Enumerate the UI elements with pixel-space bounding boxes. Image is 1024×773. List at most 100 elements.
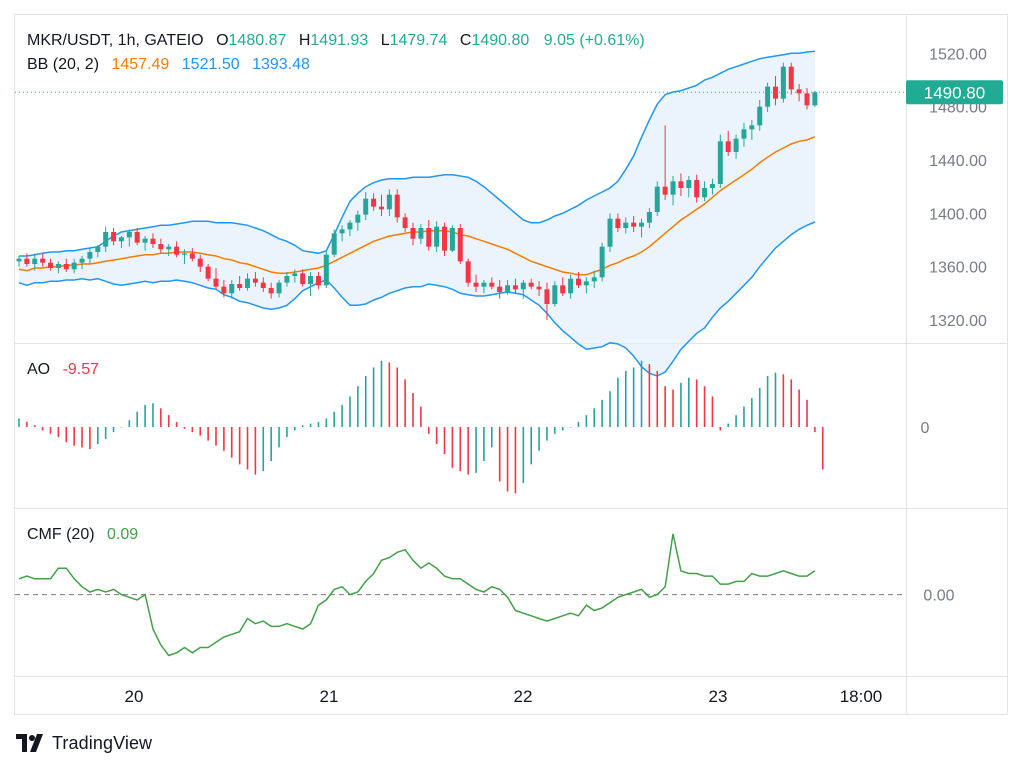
candle[interactable] <box>237 276 243 291</box>
candle-body[interactable] <box>646 212 652 223</box>
candle[interactable] <box>355 210 361 231</box>
ao-bar[interactable] <box>262 427 265 472</box>
candle-body[interactable] <box>512 285 518 290</box>
ao-bar[interactable] <box>317 421 320 427</box>
ao-bar[interactable] <box>65 427 68 443</box>
candle[interactable] <box>95 245 101 258</box>
ao-bar[interactable] <box>735 415 737 427</box>
candle-body[interactable] <box>363 198 369 215</box>
candle[interactable] <box>315 272 321 290</box>
ao-bar[interactable] <box>498 427 501 482</box>
ao-bar[interactable] <box>711 396 714 427</box>
candle[interactable] <box>166 244 172 256</box>
brand-name[interactable]: TradingView <box>52 732 153 753</box>
candle[interactable] <box>300 269 306 287</box>
candle-body[interactable] <box>591 277 597 282</box>
candle-body[interactable] <box>678 181 684 188</box>
candle[interactable] <box>308 272 314 296</box>
candle[interactable] <box>158 238 164 254</box>
candle[interactable] <box>804 88 810 110</box>
candle-body[interactable] <box>181 253 187 255</box>
candle[interactable] <box>134 228 140 246</box>
candle[interactable] <box>449 225 455 252</box>
candle[interactable] <box>371 193 377 211</box>
ao-bar[interactable] <box>223 427 225 451</box>
ao-bar[interactable] <box>167 415 170 427</box>
candle[interactable] <box>812 90 818 108</box>
candle[interactable] <box>457 224 463 264</box>
ao-bar[interactable] <box>695 379 698 427</box>
ao-bar[interactable] <box>719 427 722 431</box>
candle-body[interactable] <box>733 138 739 152</box>
candle[interactable] <box>426 220 432 251</box>
candle-body[interactable] <box>355 214 361 223</box>
ao-bar[interactable] <box>341 404 343 427</box>
tradingview-logo-icon[interactable] <box>16 734 46 752</box>
candle[interactable] <box>497 280 503 299</box>
candle-body[interactable] <box>134 232 140 243</box>
candle[interactable] <box>709 178 715 195</box>
candle[interactable] <box>481 280 487 294</box>
ao-bar[interactable] <box>554 427 556 434</box>
candle[interactable] <box>465 258 471 287</box>
candle-body[interactable] <box>111 232 117 242</box>
candle-body[interactable] <box>276 282 282 294</box>
candle-body[interactable] <box>654 186 660 212</box>
candle[interactable] <box>245 273 251 291</box>
ao-bar[interactable] <box>814 427 816 433</box>
ao-bar[interactable] <box>175 421 178 427</box>
candle[interactable] <box>662 125 668 200</box>
cmf-line[interactable] <box>18 533 816 657</box>
candle[interactable] <box>442 222 448 256</box>
candle-body[interactable] <box>812 92 818 106</box>
candle[interactable] <box>528 278 534 290</box>
candle-body[interactable] <box>87 252 93 259</box>
candle[interactable] <box>174 241 180 258</box>
candle-body[interactable] <box>765 86 771 107</box>
ao-bar[interactable] <box>782 374 785 427</box>
candle[interactable] <box>575 272 581 288</box>
ao-bar[interactable] <box>632 367 635 428</box>
ao-bar[interactable] <box>89 427 91 450</box>
ao-bar[interactable] <box>309 423 312 427</box>
candle-body[interactable] <box>315 276 321 286</box>
ao-bar[interactable] <box>364 376 367 427</box>
ao-bar[interactable] <box>680 382 682 427</box>
candle[interactable] <box>568 274 574 299</box>
candle-body[interactable] <box>497 286 503 292</box>
candle[interactable] <box>717 134 723 188</box>
candle-body[interactable] <box>150 238 156 244</box>
candle[interactable] <box>615 213 621 232</box>
ao-bar[interactable] <box>798 389 800 427</box>
ao-bar[interactable] <box>569 427 572 428</box>
ao-bar[interactable] <box>538 427 540 451</box>
candle[interactable] <box>686 176 692 198</box>
ao-bar[interactable] <box>57 427 60 438</box>
candle-body[interactable] <box>347 222 353 230</box>
candle[interactable] <box>434 221 440 252</box>
time-axis[interactable]: 20 21 22 23 18:00 <box>125 687 883 706</box>
candle[interactable] <box>599 242 605 282</box>
ao-bar[interactable] <box>743 406 745 427</box>
candle-body[interactable] <box>568 278 574 294</box>
candle-body[interactable] <box>260 282 266 288</box>
candle-body[interactable] <box>749 125 755 130</box>
ao-bar[interactable] <box>758 387 761 427</box>
candle[interactable] <box>733 134 739 159</box>
candle[interactable] <box>678 173 684 196</box>
candle-body[interactable] <box>709 184 715 188</box>
candle[interactable] <box>410 222 416 246</box>
candle[interactable] <box>118 236 124 248</box>
ao-bar[interactable] <box>475 427 477 473</box>
ao-bar[interactable] <box>396 367 399 428</box>
candle-body[interactable] <box>615 218 621 228</box>
candle-body[interactable] <box>237 284 243 288</box>
candle[interactable] <box>505 280 511 295</box>
ao-bar[interactable] <box>412 393 414 427</box>
ao-bar[interactable] <box>301 425 304 427</box>
candle-body[interactable] <box>205 266 211 279</box>
ao-bar[interactable] <box>703 386 706 427</box>
price-axis[interactable]: 1520.001480.001440.001400.001360.001320.… <box>929 46 987 330</box>
ao-bar[interactable] <box>672 389 674 427</box>
